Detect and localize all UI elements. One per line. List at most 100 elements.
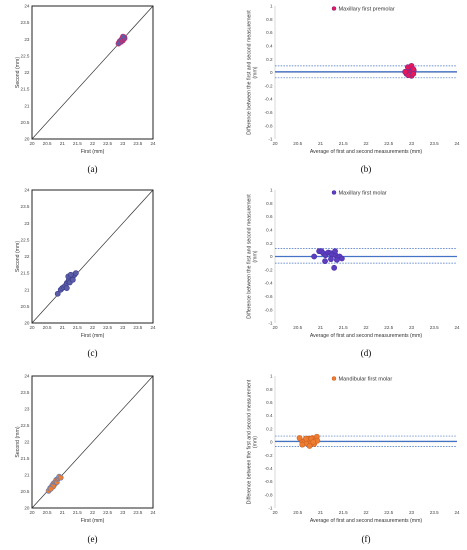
- y-tick-label: -0.6: [265, 479, 273, 484]
- y-tick-label: 22.5: [21, 237, 30, 242]
- data-point: [333, 256, 340, 263]
- data-point: [402, 68, 409, 75]
- x-tick-label: 22.5: [384, 510, 393, 515]
- y-tick-label: 20.5: [21, 489, 30, 494]
- y-tick-label: 22: [24, 440, 30, 445]
- y-axis-label-line-2: (mm): [253, 436, 259, 448]
- x-tick-label: 24: [454, 141, 460, 146]
- chart-panel-e: 20 20.5 21 21.5 22 22.5 23 23.5 24 20 20.5 21 21.5 22…: [15, 374, 156, 544]
- x-tick-label: 20: [29, 510, 35, 515]
- x-tick-label: 23: [120, 325, 126, 330]
- y-tick-label: -0.2: [265, 267, 273, 272]
- y-tick-label: 21: [24, 103, 30, 108]
- data-point: [299, 441, 306, 448]
- x-axis-label: First (mm): [81, 518, 105, 524]
- x-tick-label: 24: [454, 510, 460, 515]
- y-axis-label: Second (mm): [15, 426, 21, 457]
- panel-label: (a): [88, 164, 98, 174]
- data-point: [303, 435, 309, 442]
- y-tick-label: 23: [24, 221, 30, 226]
- x-tick-label: 23.5: [430, 141, 439, 146]
- x-tick-label: 21.5: [339, 325, 348, 330]
- data-point: [69, 276, 76, 283]
- x-tick-label: 22.5: [384, 325, 393, 330]
- data-point: [328, 256, 334, 263]
- x-tick-label: 20.5: [293, 141, 302, 146]
- data-point: [296, 435, 303, 441]
- y-tick-label: -1: [268, 506, 273, 511]
- data-point: [57, 474, 64, 481]
- data-point: [306, 443, 313, 449]
- y-tick-label: -0.8: [265, 492, 273, 497]
- chart-panel-c: 20 20.5 21 21.5 22 22.5 23 23.5 24 20 20.5 21 21.5 22…: [15, 188, 156, 358]
- x-axis-label: First (mm): [81, 333, 105, 339]
- legend-label: Maxillary first premolar: [339, 7, 395, 13]
- data-point: [72, 270, 79, 277]
- y-tick-label: 20.5: [21, 120, 30, 125]
- y-tick-label: -0.2: [265, 83, 273, 88]
- data-point: [67, 271, 74, 278]
- x-tick-label: 20: [272, 141, 278, 146]
- y-tick-label: -1: [268, 137, 273, 142]
- y-tick-label: 0: [270, 440, 273, 445]
- y-tick-label: 21: [24, 287, 30, 292]
- y-tick-label: 0.4: [266, 44, 273, 49]
- y-tick-label: 24: [24, 4, 30, 9]
- x-tick-label: 20: [272, 510, 278, 515]
- y-tick-label: 0.4: [266, 413, 273, 418]
- y-tick-label: 21.5: [21, 87, 30, 92]
- y-tick-label: 0.8: [266, 201, 273, 206]
- y-tick-label: -0.4: [265, 281, 273, 286]
- legend-marker: [331, 6, 337, 11]
- x-tick-label: 22.5: [103, 141, 112, 146]
- y-tick-label: 23.5: [21, 390, 30, 395]
- x-tick-label: 23.5: [133, 325, 142, 330]
- y-tick-label: 23: [24, 37, 30, 42]
- y-axis-label-line-1: Difference between the first and second …: [247, 10, 253, 135]
- data-point: [311, 253, 318, 260]
- y-tick-label: 21.5: [21, 456, 30, 461]
- panel-label: (b): [361, 164, 372, 174]
- identity-line: [31, 5, 154, 140]
- y-tick-label: 0.2: [266, 426, 273, 431]
- x-tick-label: 23.5: [430, 325, 439, 330]
- y-tick-label: 0.8: [266, 17, 273, 22]
- legend-marker: [331, 190, 337, 195]
- x-tick-label: 21.5: [339, 510, 348, 515]
- y-axis-label: Second (mm): [15, 241, 21, 272]
- x-tick-label: 20.5: [293, 510, 302, 515]
- x-tick-label: 21: [318, 141, 324, 146]
- y-tick-label: 23: [24, 407, 30, 412]
- y-tick-label: 1: [270, 374, 273, 379]
- chart-panel-a: 20 20.5 21 21.5 22 22.5 23 23.5 24 20 20.5 21 21.5 22…: [15, 4, 156, 174]
- y-tick-label: 1: [270, 4, 273, 9]
- y-tick-label: 0.2: [266, 241, 273, 246]
- y-tick-label: 24: [24, 188, 30, 193]
- legend-marker: [331, 376, 337, 381]
- y-tick-label: 22.5: [21, 53, 30, 58]
- x-tick-label: 22.5: [384, 141, 393, 146]
- x-tick-label: 23: [120, 510, 126, 515]
- data-point: [332, 248, 338, 255]
- x-tick-label: 22: [90, 325, 96, 330]
- y-tick-label: 20: [24, 321, 30, 326]
- y-tick-label: 0.6: [266, 30, 273, 35]
- y-tick-label: 23.5: [21, 204, 30, 209]
- y-tick-label: -0.4: [265, 97, 273, 102]
- y-axis-label-line-2: (mm): [253, 250, 259, 262]
- y-axis-label: Difference between the first and second …: [247, 10, 259, 135]
- x-tick-label: 20.5: [43, 510, 52, 515]
- x-tick-label: 21: [60, 325, 66, 330]
- x-tick-label: 23: [409, 510, 415, 515]
- panel-label: (f): [362, 534, 371, 544]
- y-tick-label: 20: [24, 506, 30, 511]
- x-tick-label: 24: [150, 325, 156, 330]
- y-tick-label: 0.2: [266, 57, 273, 62]
- data-point: [63, 285, 70, 291]
- x-tick-label: 23.5: [133, 141, 142, 146]
- x-tick-label: 20.5: [43, 325, 52, 330]
- x-tick-label: 21.5: [73, 510, 82, 515]
- data-point: [338, 255, 345, 262]
- x-tick-label: 21.5: [73, 141, 82, 146]
